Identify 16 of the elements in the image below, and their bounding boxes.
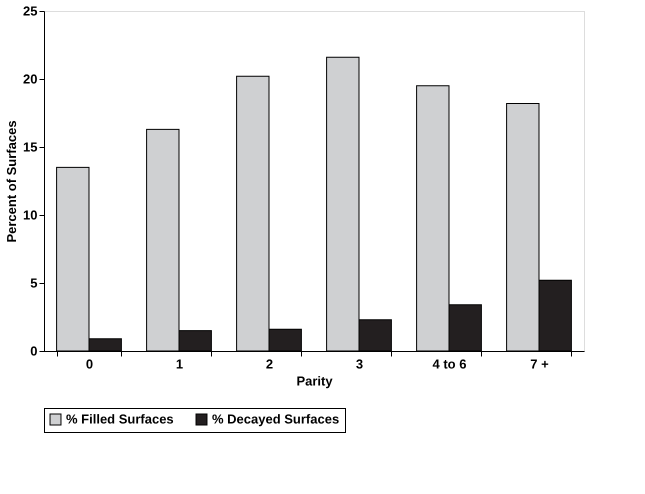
- x-tick-label: 4 to 6: [432, 356, 466, 372]
- y-tick-label: 10: [23, 208, 38, 222]
- x-tick-label: 7 +: [530, 356, 550, 372]
- y-tick-label: 20: [23, 72, 38, 86]
- x-tick-label: 0: [86, 356, 94, 372]
- y-tick-label: 5: [30, 276, 38, 290]
- x-tick-label: 2: [266, 356, 274, 372]
- x-tick-label: 3: [356, 356, 364, 372]
- x-tick-label: 1: [176, 356, 184, 372]
- legend-label: % Filled Surfaces: [66, 412, 174, 427]
- legend-label: % Decayed Surfaces: [212, 412, 340, 427]
- y-tick-label: 0: [30, 344, 38, 358]
- y-tick-label: 25: [23, 4, 38, 18]
- x-axis-title: Parity: [296, 374, 334, 388]
- y-axis-title: Percent of Surfaces: [4, 120, 20, 243]
- y-tick-label: 15: [23, 140, 38, 154]
